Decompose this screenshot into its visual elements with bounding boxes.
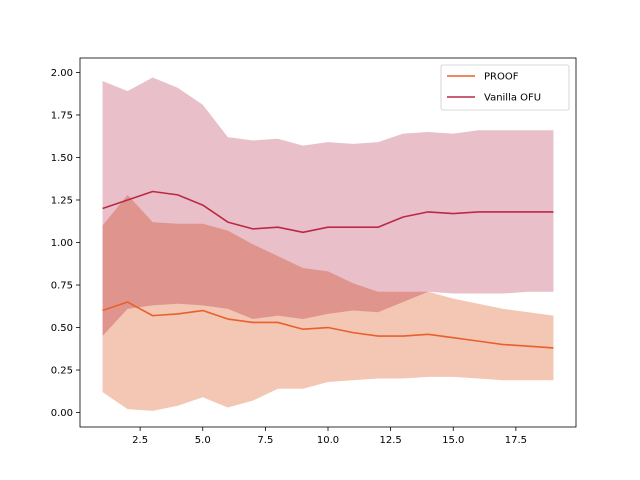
- y-tick-label: 0.75: [51, 281, 73, 292]
- x-tick-label: 17.5: [505, 435, 527, 446]
- x-tick-label: 15.0: [442, 435, 464, 446]
- y-tick-label: 1.75: [51, 110, 73, 121]
- y-axis: 0.00 0.25 0.50 0.75 1.00 1.25 1.50 1.75 2.00: [51, 68, 80, 419]
- y-tick-label: 1.50: [51, 153, 73, 164]
- y-tick-label: 2.00: [51, 68, 73, 79]
- x-tick-label: 7.5: [257, 435, 273, 446]
- x-tick-label: 5.0: [195, 435, 211, 446]
- x-tick-label: 2.5: [132, 435, 148, 446]
- line-series-0: [102, 301, 554, 349]
- y-tick-label: 0.25: [51, 366, 73, 377]
- legend-label-1: Vanilla OFU: [484, 93, 541, 104]
- x-tick-label: 10.0: [317, 435, 339, 446]
- y-tick-label: 1.25: [51, 195, 73, 206]
- y-tick-label: 0.50: [51, 323, 73, 334]
- y-tick-label: 1.00: [51, 238, 73, 249]
- legend-label-0: PROOF: [484, 72, 519, 83]
- legend: PROOF Vanilla OFU: [440, 64, 570, 111]
- series-lines: [102, 190, 554, 349]
- line-series-1: [102, 190, 554, 234]
- confidence-bands: [102, 77, 554, 411]
- band-series-1: [102, 77, 554, 337]
- y-tick-label: 0.00: [51, 408, 73, 419]
- x-tick-label: 12.5: [379, 435, 401, 446]
- x-axis: 2.5 5.0 7.5 10.0 12.5 15.0 17.5: [132, 427, 527, 446]
